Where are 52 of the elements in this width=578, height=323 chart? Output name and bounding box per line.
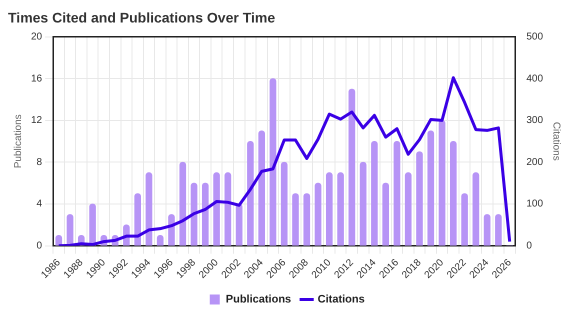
bar	[337, 172, 344, 246]
y2-tick-label: 400	[526, 73, 544, 84]
bar	[360, 162, 366, 246]
bar	[404, 172, 412, 246]
legend-label: Publications	[226, 294, 292, 306]
bar	[495, 214, 502, 246]
y-tick-label: 12	[31, 115, 43, 126]
y2-tick-label: 300	[526, 115, 544, 126]
bar	[156, 235, 164, 246]
bar	[179, 162, 186, 246]
y-tick-label: 0	[36, 240, 43, 252]
bar	[472, 172, 480, 246]
bar	[371, 140, 378, 246]
bar	[270, 78, 276, 246]
chart-title: Times Cited and Publications Over Time	[8, 9, 276, 26]
legend-label: Citations	[318, 294, 365, 306]
bar	[427, 130, 434, 246]
bar	[484, 214, 490, 246]
bar	[202, 182, 209, 246]
bar	[213, 172, 220, 246]
bar	[66, 214, 74, 246]
bar	[438, 120, 446, 246]
y-axis-title: Publications	[12, 114, 24, 168]
bar	[224, 172, 232, 246]
y2-tick-label: 100	[526, 198, 544, 210]
bar	[146, 172, 152, 246]
y2-tick-label: 200	[526, 156, 544, 168]
y-tick-label: 16	[31, 73, 43, 84]
bar	[236, 204, 242, 246]
bar	[303, 193, 310, 246]
bar	[134, 193, 141, 246]
bar	[348, 88, 356, 246]
bar	[326, 172, 333, 246]
y2-axis-title: Citations	[550, 122, 562, 161]
bar	[314, 182, 322, 246]
y2-tick-label: 500	[526, 32, 544, 43]
bar	[394, 140, 400, 246]
y2-tick-label: 0	[526, 240, 532, 252]
y-tick-label: 4	[36, 198, 43, 210]
bar	[247, 140, 254, 246]
bar	[258, 130, 266, 246]
bar	[55, 235, 62, 246]
y-tick-label: 8	[36, 156, 43, 168]
bar	[89, 204, 96, 246]
bar	[292, 193, 299, 246]
bar	[416, 151, 423, 246]
bar	[280, 162, 288, 246]
bar	[382, 182, 390, 246]
y-tick-label: 20	[31, 32, 43, 43]
bar	[450, 140, 457, 246]
bar	[190, 182, 198, 246]
bar	[461, 193, 468, 246]
